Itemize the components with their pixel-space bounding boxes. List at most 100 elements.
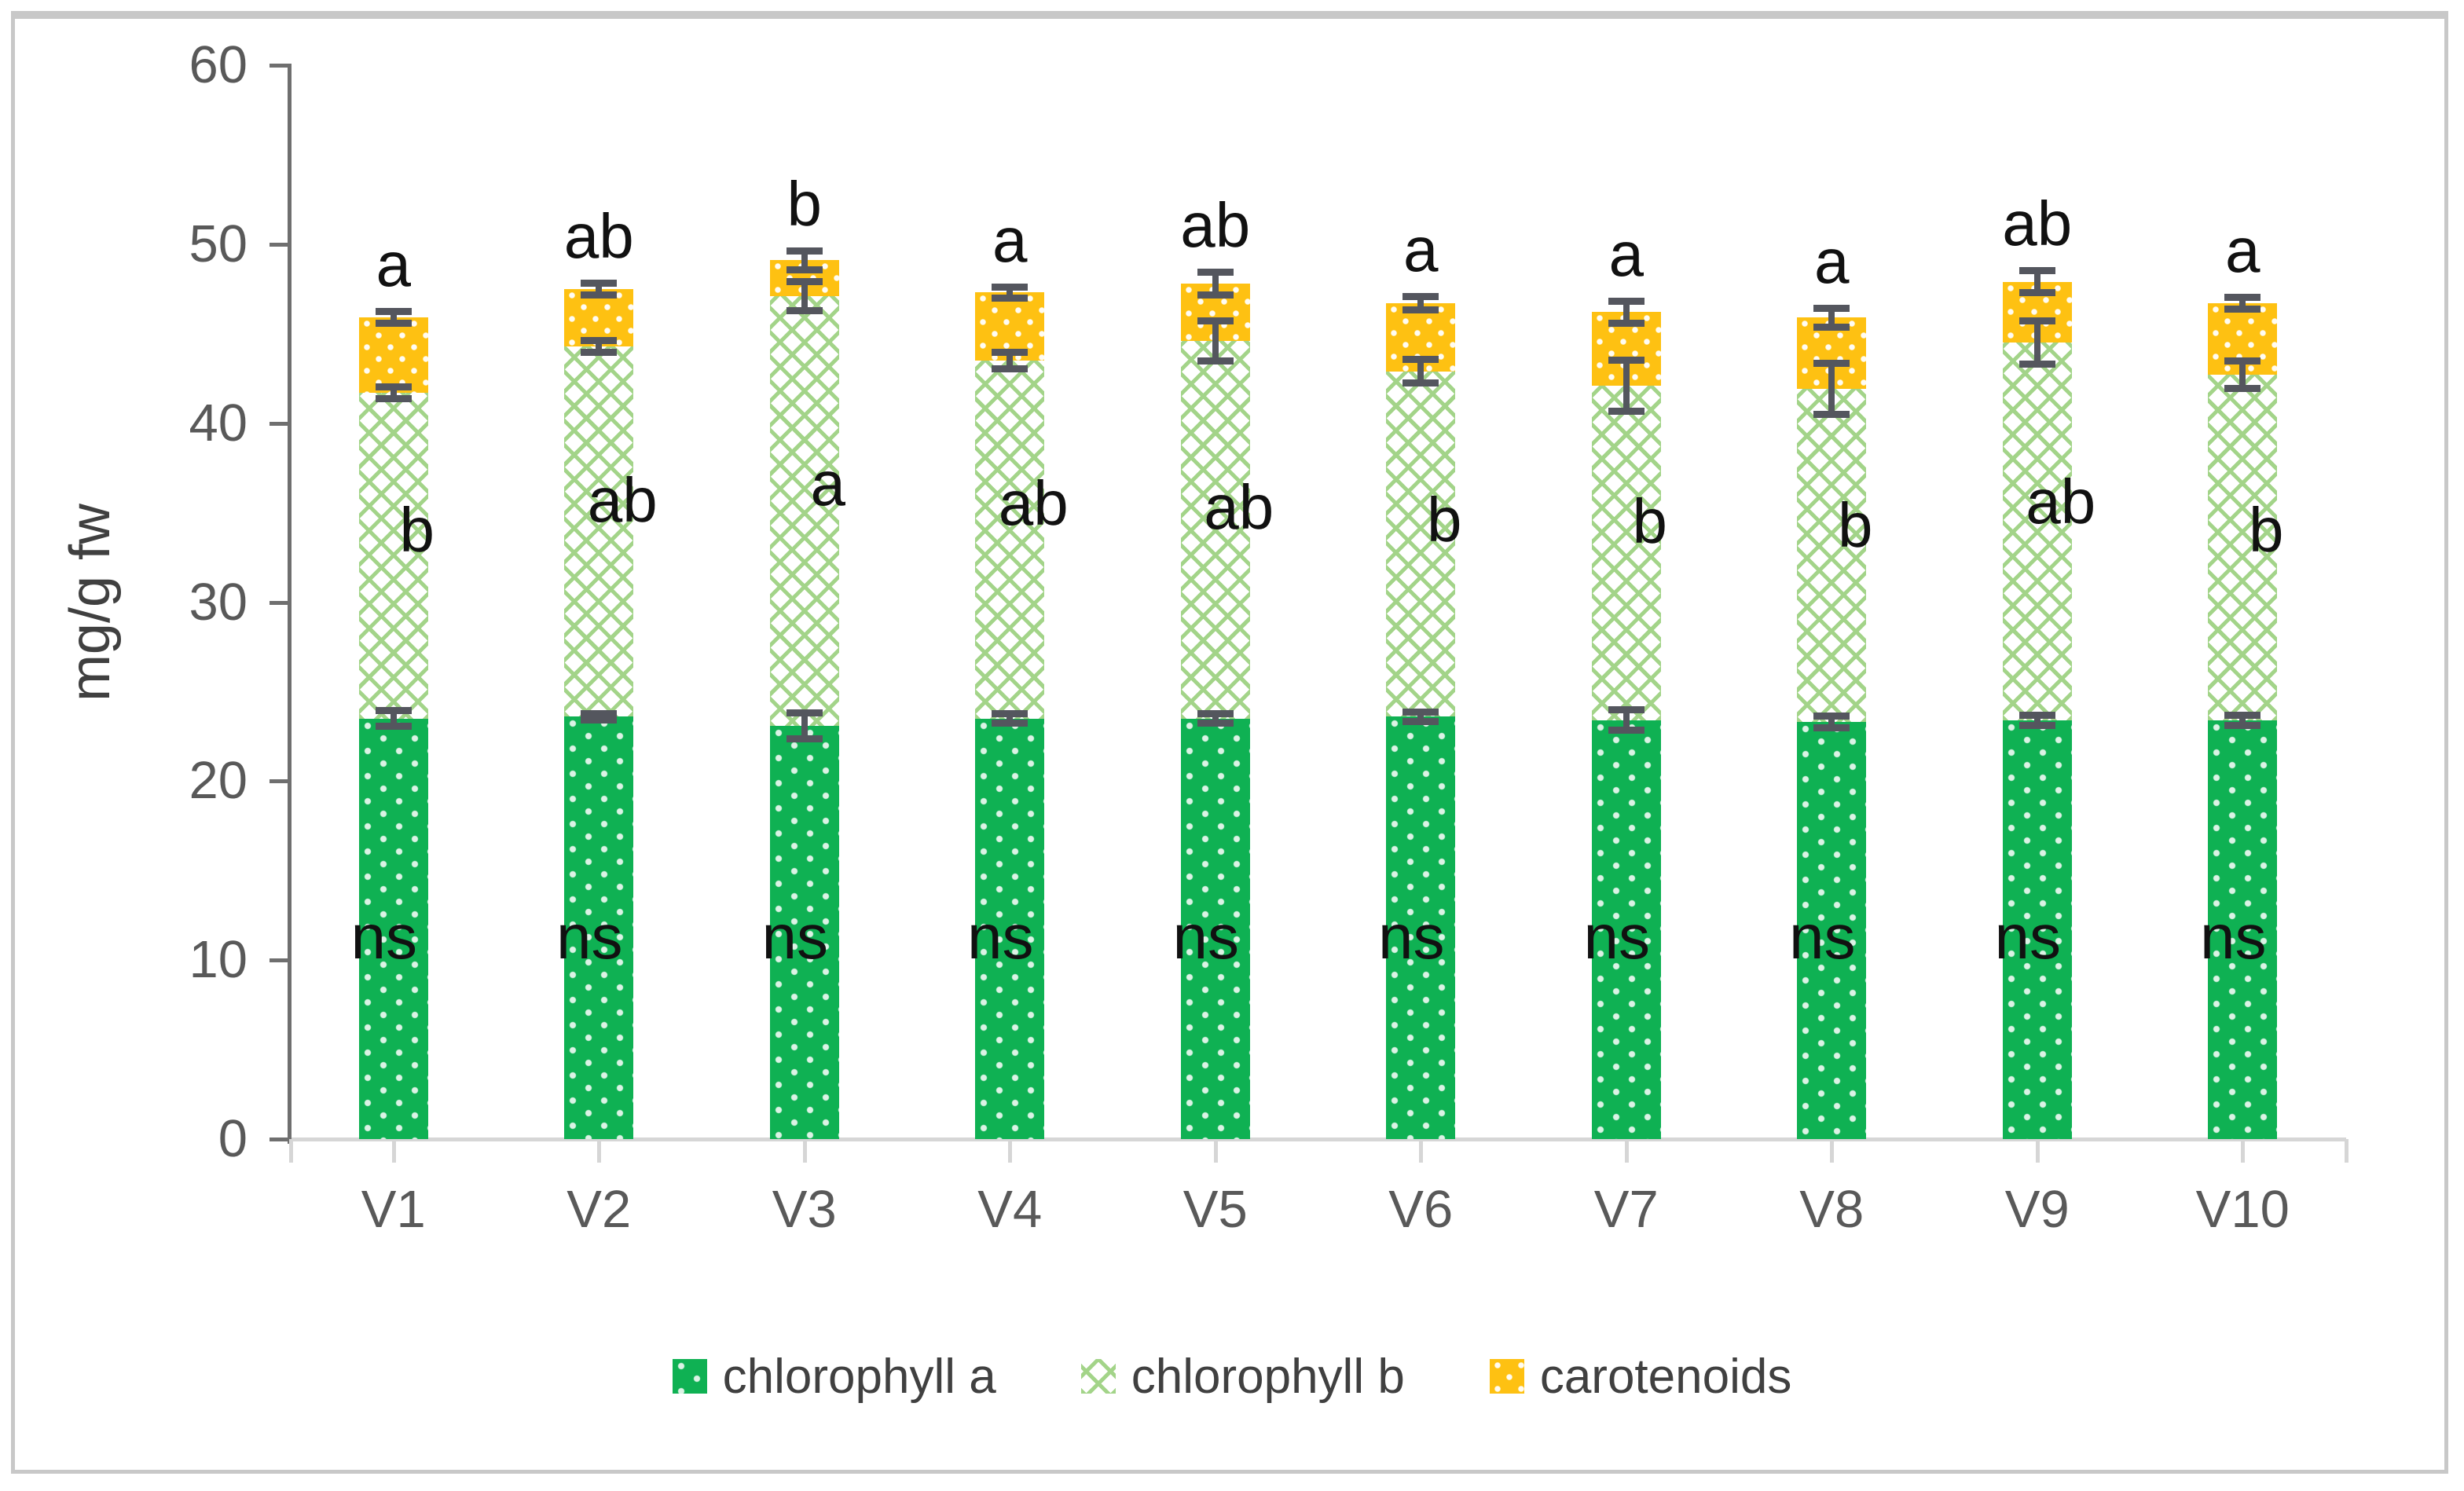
x-tick-label: V10 — [2195, 1180, 2290, 1239]
error-bar-chlorophyll-a — [1622, 710, 1630, 731]
error-bar-chlorophyll-a-cap — [786, 709, 823, 716]
sig-letter-top: a — [1403, 214, 1439, 285]
error-bar-chlorophyll-b-cap — [375, 394, 412, 402]
y-tick — [270, 64, 292, 68]
error-bar-chlorophyll-a-cap — [992, 720, 1028, 727]
legend-swatch-green-dots — [672, 1359, 707, 1394]
error-bar-chlorophyll-b-cap — [581, 336, 618, 344]
segment-chlorophyll-b — [975, 360, 1045, 719]
y-tick-label: 50 — [189, 214, 248, 273]
segment-chlorophyll-a — [2208, 720, 2278, 1139]
error-bar-carotenoids — [1006, 287, 1014, 299]
error-bar-chlorophyll-b — [390, 387, 397, 398]
error-bar-carotenoids-cap — [992, 283, 1028, 291]
error-bar-chlorophyll-a-cap — [1813, 713, 1850, 720]
segment-chlorophyll-b — [769, 295, 839, 726]
error-bar-carotenoids — [596, 283, 603, 295]
segment-carotenoids — [564, 288, 634, 346]
sig-letter-top: a — [2225, 215, 2260, 286]
error-bar-carotenoids-cap — [2224, 305, 2261, 313]
y-tick-label: 20 — [189, 751, 248, 811]
error-bar-chlorophyll-a-cap — [2018, 721, 2055, 729]
y-tick — [270, 600, 292, 605]
sig-letter-mid: b — [1632, 485, 1668, 556]
error-bar-chlorophyll-a-cap — [786, 735, 823, 742]
error-bar-chlorophyll-b-cap — [1197, 357, 1234, 365]
error-bar-carotenoids — [2239, 298, 2246, 309]
legend-label: chlorophyll b — [1131, 1349, 1405, 1404]
y-tick — [270, 958, 292, 963]
error-bar-chlorophyll-b — [801, 281, 808, 311]
sig-letter-mid: ab — [998, 468, 1069, 539]
x-tick-label: V3 — [772, 1180, 837, 1239]
error-bar-chlorophyll-a — [2033, 716, 2040, 725]
error-bar-chlorophyll-a-cap — [581, 716, 618, 724]
x-tick — [391, 1139, 396, 1163]
error-bar-chlorophyll-a — [1212, 713, 1219, 724]
y-tick-label: 30 — [189, 572, 248, 632]
error-bar-chlorophyll-b-cap — [1197, 317, 1234, 324]
error-bar-chlorophyll-b-cap — [2224, 357, 2261, 365]
y-tick — [270, 779, 292, 784]
error-bar-chlorophyll-b-cap — [375, 383, 412, 391]
segment-chlorophyll-b — [2002, 343, 2072, 720]
segment-chlorophyll-b — [1591, 385, 1661, 720]
error-bar-chlorophyll-b-cap — [2018, 317, 2055, 324]
segment-carotenoids — [358, 317, 428, 393]
error-bar-chlorophyll-b — [1006, 352, 1014, 369]
error-bar-carotenoids — [801, 251, 808, 269]
error-bar-chlorophyll-a-cap — [1197, 720, 1234, 727]
sig-letter-top: ab — [563, 200, 634, 271]
error-bar-chlorophyll-b-cap — [992, 365, 1028, 373]
error-bar-carotenoids-cap — [2018, 289, 2055, 297]
sig-letter-top: ab — [1180, 190, 1251, 261]
error-bar-chlorophyll-a-cap — [2224, 712, 2261, 720]
sig-letter-top: a — [1814, 225, 1850, 296]
error-bar-chlorophyll-b-cap — [1402, 379, 1439, 387]
segment-chlorophyll-a — [769, 725, 839, 1139]
error-bar-chlorophyll-a-cap — [2018, 712, 2055, 720]
error-bar-chlorophyll-a-cap — [992, 709, 1028, 717]
segment-chlorophyll-b — [1180, 340, 1250, 719]
x-tick — [597, 1139, 602, 1163]
error-bar-chlorophyll-a-cap — [1197, 709, 1234, 717]
sig-letter-bottom: ns — [1583, 901, 1651, 972]
x-axis-end-tick — [2345, 1139, 2348, 1163]
x-tick-label: V6 — [1388, 1180, 1454, 1239]
legend-item: carotenoids — [1489, 1349, 1791, 1405]
sig-letter-bottom: ns — [556, 901, 623, 972]
x-tick — [1419, 1139, 1424, 1163]
x-tick-label: V7 — [1593, 1180, 1659, 1239]
error-bar-chlorophyll-b-cap — [2224, 385, 2261, 393]
x-tick-label: V2 — [566, 1180, 632, 1239]
y-axis-line — [288, 65, 292, 1144]
error-bar-carotenoids — [390, 312, 397, 324]
error-bar-carotenoids-cap — [786, 266, 823, 273]
error-bar-chlorophyll-b-cap — [1402, 355, 1439, 363]
x-tick — [1624, 1139, 1629, 1163]
sig-letter-bottom: ns — [967, 901, 1034, 972]
legend-swatch-green-crosshatch — [1080, 1359, 1116, 1394]
sig-letter-mid: b — [2249, 495, 2284, 566]
error-bar-carotenoids-cap — [581, 279, 618, 287]
error-bar-chlorophyll-a — [1828, 716, 1835, 727]
error-bar-carotenoids-cap — [2224, 294, 2261, 302]
error-bar-carotenoids-cap — [1402, 306, 1439, 313]
error-bar-chlorophyll-a-cap — [2224, 721, 2261, 729]
error-bar-carotenoids — [1417, 297, 1424, 310]
sig-letter-top: a — [1608, 218, 1644, 289]
y-tick-label: 10 — [189, 930, 248, 990]
error-bar-chlorophyll-b — [2239, 361, 2246, 389]
y-tick-label: 40 — [189, 393, 248, 452]
sig-letter-mid: b — [399, 495, 435, 566]
segment-chlorophyll-a — [564, 716, 634, 1139]
error-bar-carotenoids-cap — [375, 308, 412, 316]
error-bar-carotenoids-cap — [786, 247, 823, 255]
error-bar-chlorophyll-b — [2033, 321, 2040, 365]
x-tick — [1830, 1139, 1835, 1163]
x-tick — [802, 1139, 807, 1163]
error-bar-chlorophyll-b — [1212, 321, 1219, 361]
error-bar-chlorophyll-b — [1417, 359, 1424, 383]
segment-chlorophyll-a — [975, 718, 1045, 1139]
